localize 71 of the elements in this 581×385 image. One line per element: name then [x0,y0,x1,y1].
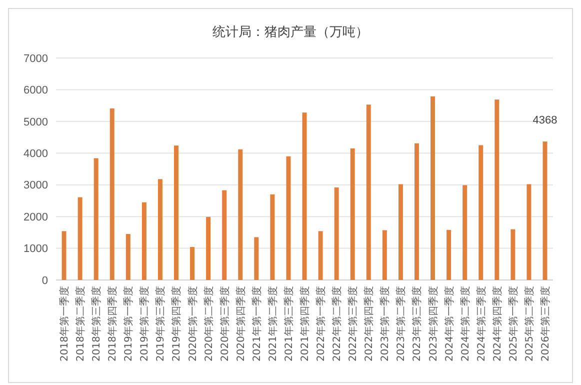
x-tick-label: 2024年第四季度 [491,286,504,362]
bar [142,202,146,280]
bar [206,216,211,280]
bar [446,230,452,280]
x-tick-label: 2022年第一季度 [315,286,328,362]
x-tick-label: 2021年第四季度 [299,286,311,362]
bar [350,148,355,280]
x-tick-label: 2022年第二季度 [331,286,344,362]
x-tick-label: 2023年第四季度 [427,286,440,362]
x-tick-label: 2019年第三季度 [154,286,167,362]
bar [110,108,114,280]
x-tick-label: 2019年第一季度 [122,286,135,362]
bar [254,237,259,280]
bar [238,149,243,280]
x-tick-label: 2023年第一季度 [379,286,392,362]
x-tick-label: 2023年第三季度 [411,286,424,362]
bar [286,156,291,280]
y-tick-label: 4000 [24,148,48,160]
bar [366,104,371,280]
bar [94,158,98,280]
x-tick-label: 2018年第四季度 [106,286,119,362]
bar [510,229,516,280]
y-tick-label: 0 [42,274,48,287]
bar [398,184,403,280]
x-tick-label: 2022年第三季度 [347,286,360,362]
y-tick-label: 7000 [24,52,48,65]
x-tick-label: 2018年第二季度 [74,286,87,362]
y-tick-label: 2000 [24,211,48,224]
bar [414,143,419,280]
x-tick-label: 2025年第二季度 [523,286,536,362]
x-tick-label: 2020年第四季度 [234,286,247,362]
x-tick-label: 2021年第三季度 [282,286,295,362]
bar [334,187,339,280]
y-tick-label: 1000 [24,243,48,256]
bar [190,247,195,280]
bar [382,230,387,280]
bar [222,190,227,280]
y-tick-label: 3000 [24,180,48,192]
x-tick-label: 2023年第二季度 [395,286,408,362]
data-label: 4368 [532,114,558,126]
bar [494,100,500,280]
x-tick-label: 2021年第一季度 [250,286,263,362]
bar [318,231,323,280]
x-tick-label: 2018年第一季度 [58,286,71,362]
bar [126,234,130,280]
x-tick-label: 2024年第一季度 [443,286,456,362]
bar [270,194,275,280]
x-tick-label: 2019年第二季度 [138,286,151,362]
bar [430,96,436,280]
x-tick-label: 2020年第一季度 [186,286,199,362]
x-tick-label: 2018年第三季度 [90,286,103,362]
bar [158,179,162,280]
chart-title: 统计局：猪肉产量（万吨） [212,25,368,40]
bar [174,146,178,280]
x-tick-label: 2020年第二季度 [202,286,215,362]
y-tick-label: 5000 [24,116,48,128]
x-tick-label: 2019年第四季度 [170,286,183,362]
x-tick-label: 2026年第三季度 [539,286,552,362]
x-tick-label: 2025年第一季度 [507,286,520,362]
x-tick-label: 2022年第四季度 [363,286,376,362]
bar [478,145,484,280]
x-tick-label: 2020年第三季度 [218,286,231,362]
bar [526,184,532,280]
x-tick-label: 2021年第二季度 [266,286,279,362]
bar [62,231,66,280]
x-tick-label: 2024年第二季度 [459,286,472,362]
bar [542,141,548,280]
bar [78,197,82,280]
x-tick-label: 2024年第三季度 [475,286,488,362]
bar [462,185,468,280]
y-tick-label: 6000 [24,84,48,97]
